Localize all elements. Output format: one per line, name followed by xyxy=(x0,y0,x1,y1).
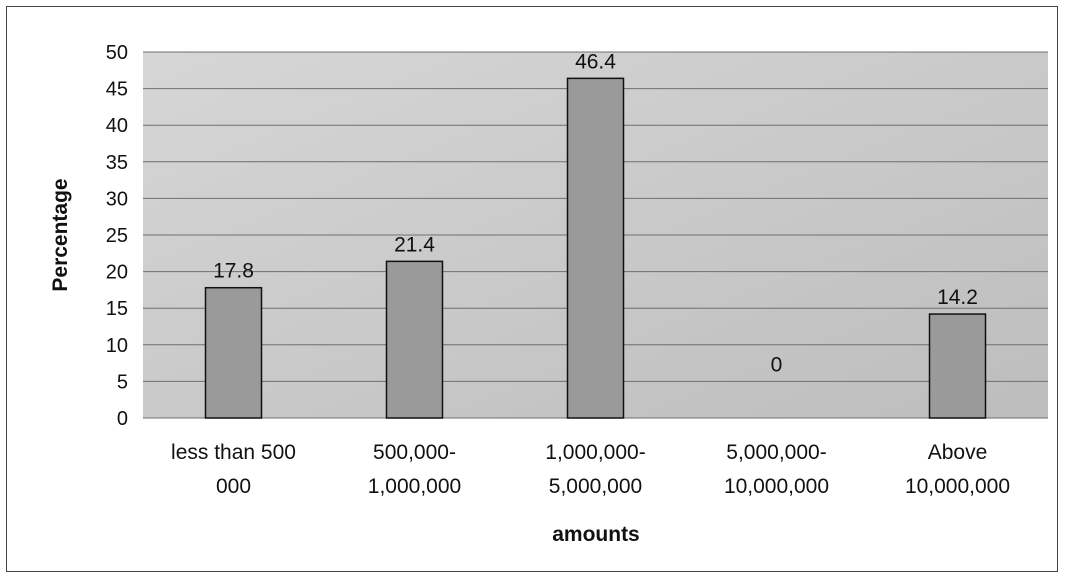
x-category-label: 000 xyxy=(216,475,251,498)
x-axis-title: amounts xyxy=(552,523,640,546)
bar xyxy=(566,77,625,419)
data-label: 21.4 xyxy=(394,233,435,256)
y-tick-label: 45 xyxy=(106,79,128,101)
y-tick-label: 20 xyxy=(106,262,128,284)
y-tick-label: 25 xyxy=(106,225,128,247)
data-label: 17.8 xyxy=(213,260,254,283)
data-label: 46.4 xyxy=(575,50,616,73)
data-label: 0 xyxy=(771,353,783,376)
x-category-label: Above xyxy=(928,441,988,464)
y-tick-label: 50 xyxy=(106,42,128,64)
bar xyxy=(385,260,444,419)
x-category-label: 5,000,000- xyxy=(726,441,826,464)
x-category-label: 10,000,000 xyxy=(724,475,829,498)
y-tick-label: 40 xyxy=(106,115,128,137)
x-category-label: less than 500 xyxy=(171,441,296,464)
y-axis-tick-labels: 0 5 10 15 20 25 30 35 40 45 50 xyxy=(106,42,128,430)
x-category-label: 1,000,000 xyxy=(368,475,461,498)
y-axis-title: Percentage xyxy=(49,178,72,291)
data-label: 14.2 xyxy=(937,286,978,309)
y-tick-label: 35 xyxy=(106,152,128,174)
x-axis-category-labels: less than 500 000 500,000- 1,000,000 1,000,0… xyxy=(171,441,1010,498)
x-category-label: 1,000,000- xyxy=(545,441,645,464)
x-category-label: 10,000,000 xyxy=(905,475,1010,498)
y-tick-label: 5 xyxy=(117,371,128,393)
bar xyxy=(928,313,987,419)
data-labels: 17.8 21.4 46.4 0 14.2 xyxy=(213,50,978,376)
bars xyxy=(204,77,987,419)
y-tick-label: 0 xyxy=(117,408,128,430)
y-tick-label: 30 xyxy=(106,188,128,210)
y-tick-label: 10 xyxy=(106,335,128,357)
y-tick-label: 15 xyxy=(106,298,128,320)
x-category-label: 500,000- xyxy=(373,441,456,464)
x-category-label: 5,000,000 xyxy=(549,475,642,498)
bar xyxy=(204,286,263,419)
